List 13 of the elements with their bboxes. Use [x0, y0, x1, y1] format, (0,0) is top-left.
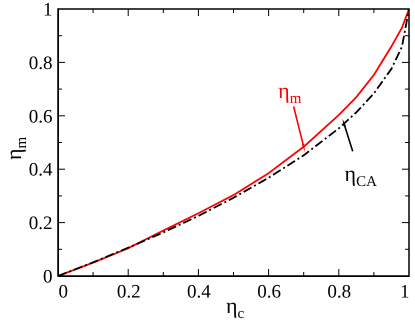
x-tick-label: 1: [400, 282, 410, 302]
y-axis-title: ηm: [1, 136, 30, 160]
y-tick-label: 0.4: [28, 160, 53, 181]
y-tick-label: 0.8: [28, 52, 52, 74]
x-tick-label: 0.6: [257, 282, 281, 302]
y-tick-label: 0: [43, 266, 52, 288]
y-tick-label: 0.2: [28, 213, 52, 234]
y-tick-label: 0.6: [28, 106, 52, 128]
x-tick-label: 0.2: [116, 282, 141, 302]
x-tick-label: 0.4: [187, 282, 212, 302]
y-tick-label: 1: [43, 0, 52, 20]
x-tick-label: 0.8: [327, 282, 352, 302]
x-tick-label: 0: [58, 282, 68, 302]
